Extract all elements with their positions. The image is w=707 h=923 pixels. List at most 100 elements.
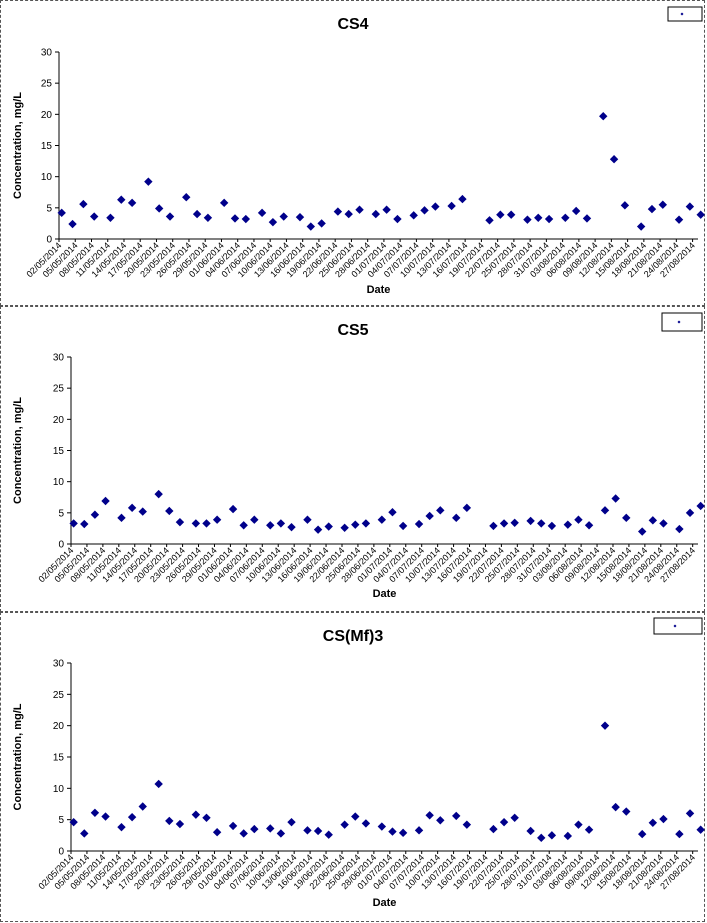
data-point [447,201,456,211]
data-point [228,504,238,514]
data-point [452,513,461,523]
data-point [266,521,275,530]
data-point [599,112,608,121]
data-point [144,177,153,186]
data-point [674,215,684,224]
data-point [675,829,684,839]
data-point [377,822,387,831]
data-point [523,215,532,224]
data-point [117,513,126,523]
x-axis-label: Date [367,284,391,296]
data-point [303,515,312,524]
data-point [489,824,498,834]
data-point [620,201,630,210]
data-point [191,519,201,528]
y-tick-label: 5 [46,203,52,214]
data-point [431,202,440,211]
data-point [414,826,424,835]
data-point [219,198,229,208]
data-point [636,222,646,231]
data-point [340,820,349,829]
data-point [622,513,631,523]
data-point [544,214,554,224]
data-point [250,824,259,834]
data-point [414,519,424,529]
data-point [420,206,429,215]
data-point [638,527,647,536]
data-point [388,508,397,517]
data-point [675,524,684,534]
data-point [436,506,445,515]
data-point [230,214,240,223]
data-point [203,213,213,223]
data-point [600,506,610,515]
legend-box [661,312,703,332]
data-point [696,501,705,511]
data-point [90,808,100,817]
data-point [241,214,251,224]
data-point [127,812,137,822]
data-point [212,828,222,837]
data-point [175,819,185,829]
data-point [154,779,163,789]
data-point [685,202,695,211]
data-point [622,807,631,816]
data-point [303,826,312,835]
data-point [351,520,360,529]
data-point [154,489,163,499]
data-point [499,519,509,528]
data-point [106,213,115,223]
legend-box [667,6,703,22]
legend-box [653,617,703,635]
legend-marker [680,12,684,16]
data-point [485,216,494,225]
data-point [351,812,360,821]
data-point [496,210,505,219]
legend-marker [673,624,677,628]
y-tick-label: 0 [58,847,64,858]
y-tick-label: 20 [53,415,65,426]
data-point [192,209,202,219]
y-tick-label: 0 [46,235,52,246]
x-axis-label: Date [373,897,397,909]
data-point [425,511,434,521]
data-point [266,824,275,833]
data-point [306,222,316,231]
legend-marker [677,320,681,324]
data-point [361,819,371,828]
data-point [547,831,557,840]
data-point [165,212,175,221]
data-point [409,211,418,220]
data-point [212,515,222,524]
data-point [571,206,581,216]
data-point [79,199,88,209]
chart-title: CS4 [337,16,368,33]
y-tick-label: 15 [53,753,65,764]
chart-title: CS5 [337,322,368,339]
y-tick-label: 30 [53,353,65,364]
data-point [69,817,78,827]
data-point [499,817,509,827]
data-point [638,829,647,839]
data-point [68,219,77,229]
data-point [154,204,164,213]
x-axis-label: Date [373,588,397,600]
data-point [609,155,619,164]
data-point [462,503,472,513]
data-point [127,503,137,513]
y-tick-label: 5 [58,815,64,826]
data-point [361,519,371,528]
data-point [202,519,211,528]
data-point [696,210,705,219]
data-point [510,813,519,822]
data-point [117,822,126,832]
data-point [685,508,695,518]
y-tick-label: 10 [53,784,65,795]
data-point [382,205,391,214]
data-point [425,811,434,820]
y-tick-label: 20 [53,721,65,732]
y-tick-label: 30 [41,48,53,59]
data-point [257,208,267,218]
data-point [388,827,397,836]
data-point [344,209,353,219]
